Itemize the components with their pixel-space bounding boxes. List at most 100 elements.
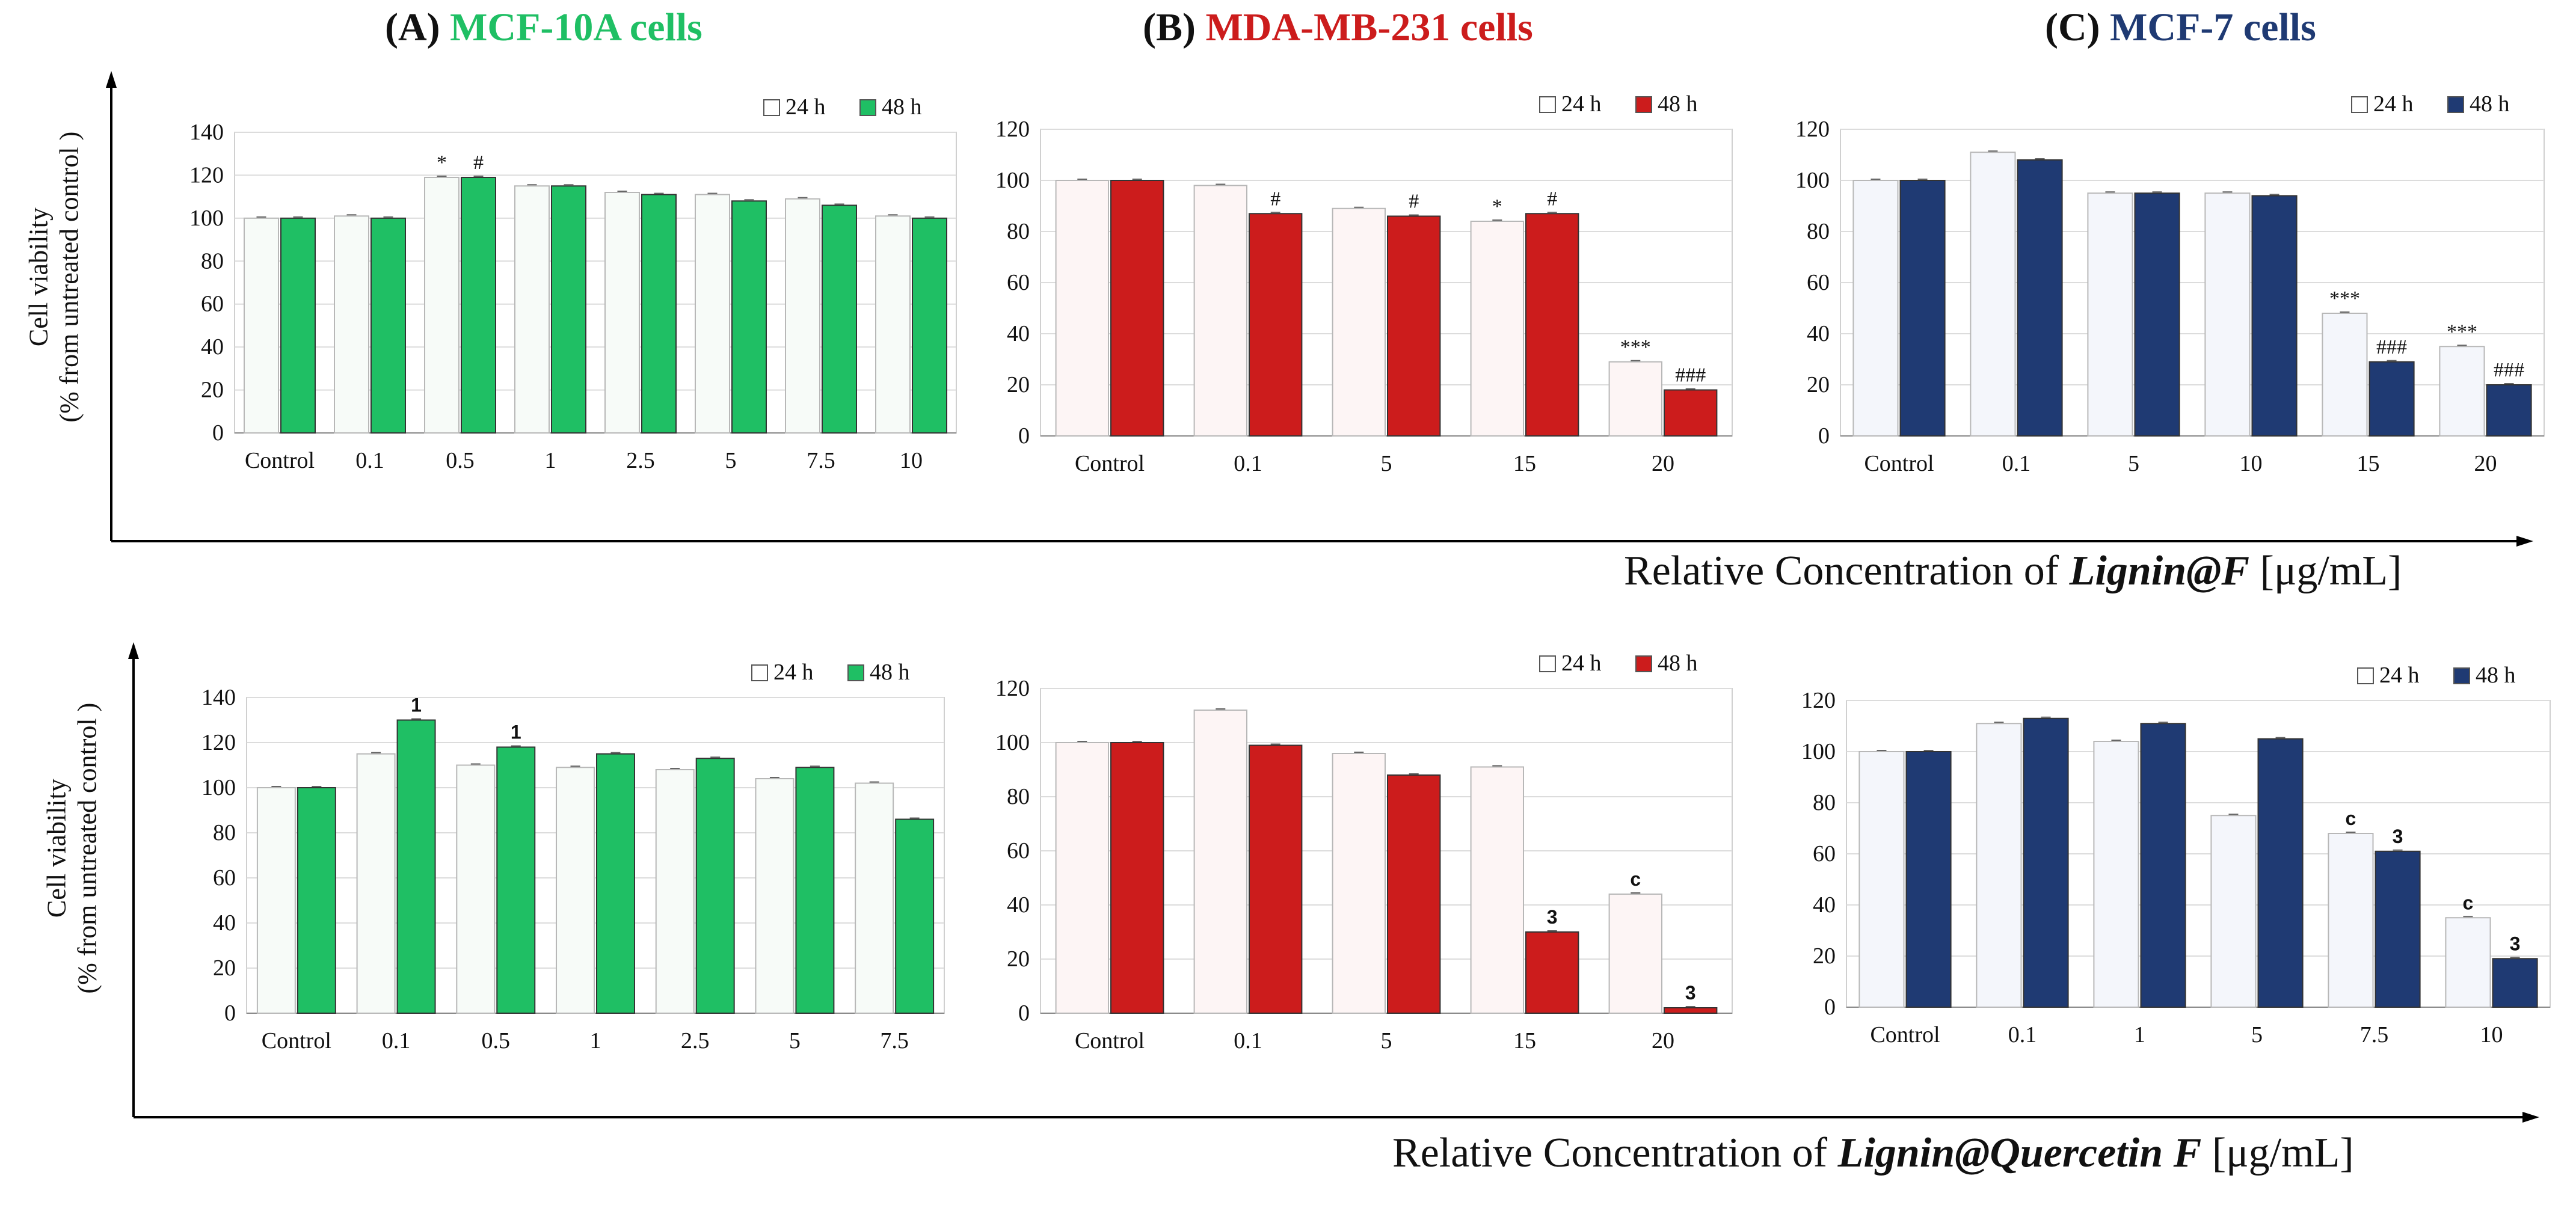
bar-24h — [695, 194, 730, 434]
legend-label: 48 h — [2476, 663, 2516, 688]
x-tick-label: 5 — [1381, 451, 1392, 476]
legend-label: 24 h — [785, 94, 826, 120]
y-tick-label: 20 — [201, 378, 224, 403]
x-tick-label: 20 — [1652, 1028, 1674, 1053]
bar-24h — [1470, 766, 1524, 1014]
significance-mark: ### — [2376, 336, 2407, 358]
x-tick-label: 1 — [545, 448, 556, 473]
bar-48h — [2017, 159, 2063, 437]
x-axis-title-bottom: Relative Concentration of Lignin@Quercet… — [1392, 1129, 2354, 1177]
chart-b-lignin-f: 0 20 40 60 80 100 120 Control 0.1 5 15 20 # # * # *** ###… — [995, 91, 1733, 476]
y-tick-label: 100 — [189, 206, 224, 231]
significance-mark: 3 — [1685, 982, 1696, 1004]
x-tick-label: 15 — [2357, 451, 2380, 476]
bar-24h — [2322, 313, 2368, 437]
bar-48h — [2375, 850, 2421, 1008]
bar-48h — [461, 177, 496, 434]
bar-24h — [1193, 185, 1248, 437]
y-tick-label: 20 — [1007, 946, 1030, 972]
x-tick-label: 2.5 — [626, 448, 655, 473]
significance-mark: *** — [2447, 320, 2477, 343]
bar-48h — [1110, 742, 1164, 1014]
bar-24h — [1608, 894, 1662, 1014]
bar-48h — [280, 217, 316, 434]
bar-48h — [370, 217, 406, 434]
bar-24h — [2445, 917, 2491, 1008]
panel-title-a: (A) MCF-10A cells — [385, 5, 702, 51]
significance-mark: # — [473, 152, 484, 174]
bar-48h — [1110, 180, 1164, 437]
legend-swatch-48h — [1635, 655, 1652, 672]
x-title-compound: Lignin@F — [2069, 548, 2250, 594]
significance-mark: c — [2463, 892, 2474, 913]
bar-24h — [514, 185, 550, 434]
y-tick-label: 120 — [201, 730, 236, 755]
bar-48h — [1664, 1007, 1718, 1014]
bar-48h — [1899, 180, 1946, 437]
bar-48h — [2251, 195, 2298, 437]
y-tick-label: 0 — [224, 1001, 236, 1026]
significance-mark: * — [437, 152, 447, 174]
y-tick-label: 80 — [1807, 219, 1830, 244]
x-tick-label: 0.5 — [446, 448, 475, 473]
bar-24h — [556, 767, 595, 1014]
bar-24h — [755, 778, 795, 1014]
x-title-unit: [μg/mL] — [2201, 1130, 2354, 1176]
x-tick-label: 7.5 — [880, 1028, 909, 1053]
x-tick-label: 2.5 — [681, 1028, 710, 1053]
y-tick-label: 140 — [201, 685, 236, 710]
legend-swatch-24h — [763, 99, 780, 116]
bar-48h — [496, 746, 536, 1014]
bar-24h — [1055, 180, 1110, 437]
bar-48h — [731, 200, 767, 434]
bar-48h — [1664, 389, 1718, 437]
y-tick-label: 60 — [1007, 270, 1030, 295]
significance-mark: ### — [1675, 364, 1706, 387]
y-tick-label: 80 — [1007, 219, 1030, 244]
x-axis-title-top: Relative Concentration of Lignin@F [μg/m… — [1624, 547, 2402, 595]
bar-24h — [2210, 815, 2257, 1008]
x-tick-label: 20 — [1652, 451, 1674, 476]
bar-48h — [1249, 213, 1303, 437]
bar-24h — [2204, 192, 2251, 437]
x-tick-label: 15 — [1513, 1028, 1536, 1053]
significance-mark: # — [1409, 191, 1419, 213]
y-tick-label: 100 — [995, 730, 1030, 755]
legend-label: 24 h — [2379, 663, 2420, 688]
panel-title-c: (C) MCF-7 cells — [2045, 5, 2316, 51]
bar-24h — [356, 753, 396, 1014]
y-tick-label: 120 — [1801, 688, 1836, 713]
legend-swatch-24h — [2357, 667, 2374, 684]
bar-48h — [2023, 717, 2069, 1008]
bar-24h — [855, 782, 894, 1014]
bar-48h — [2257, 738, 2304, 1008]
legend-label: 24 h — [1561, 651, 1602, 676]
significance-mark: 3 — [2393, 826, 2403, 847]
x-tick-label: 10 — [2480, 1022, 2503, 1047]
x-tick-label: 0.5 — [482, 1028, 511, 1053]
bar-24h — [334, 215, 369, 434]
y-tick-label: 20 — [213, 955, 236, 981]
significance-mark: *** — [1620, 336, 1651, 358]
y-tick-label: 100 — [1801, 739, 1836, 764]
legend-swatch-48h — [847, 664, 864, 681]
x-tick-label: 10 — [900, 448, 923, 473]
panel-letter: (C) — [2045, 5, 2100, 49]
bar-48h — [396, 719, 436, 1014]
x-tick-label: 7.5 — [2360, 1022, 2389, 1047]
y-tick-label: 80 — [213, 820, 236, 845]
y-tick-label: 140 — [189, 120, 224, 145]
bar-48h — [695, 758, 735, 1014]
bar-24h — [1055, 742, 1110, 1014]
y-tick-label: 0 — [1824, 995, 1836, 1020]
y-tick-label: 80 — [201, 248, 224, 274]
legend-label: 24 h — [2373, 91, 2414, 117]
significance-mark: ### — [2494, 359, 2524, 381]
legend-label: 48 h — [1658, 651, 1698, 676]
x-tick-label: Control — [1075, 1028, 1145, 1053]
legend-label: 48 h — [1658, 91, 1698, 117]
chart-a-lignin-quercetin-f: 0 20 40 60 80 100 120 140 Control 0.1 0.5 1 2.5 5 7.5 1… — [201, 660, 945, 1053]
bar-48h — [596, 753, 635, 1014]
bar-24h — [1332, 753, 1386, 1014]
